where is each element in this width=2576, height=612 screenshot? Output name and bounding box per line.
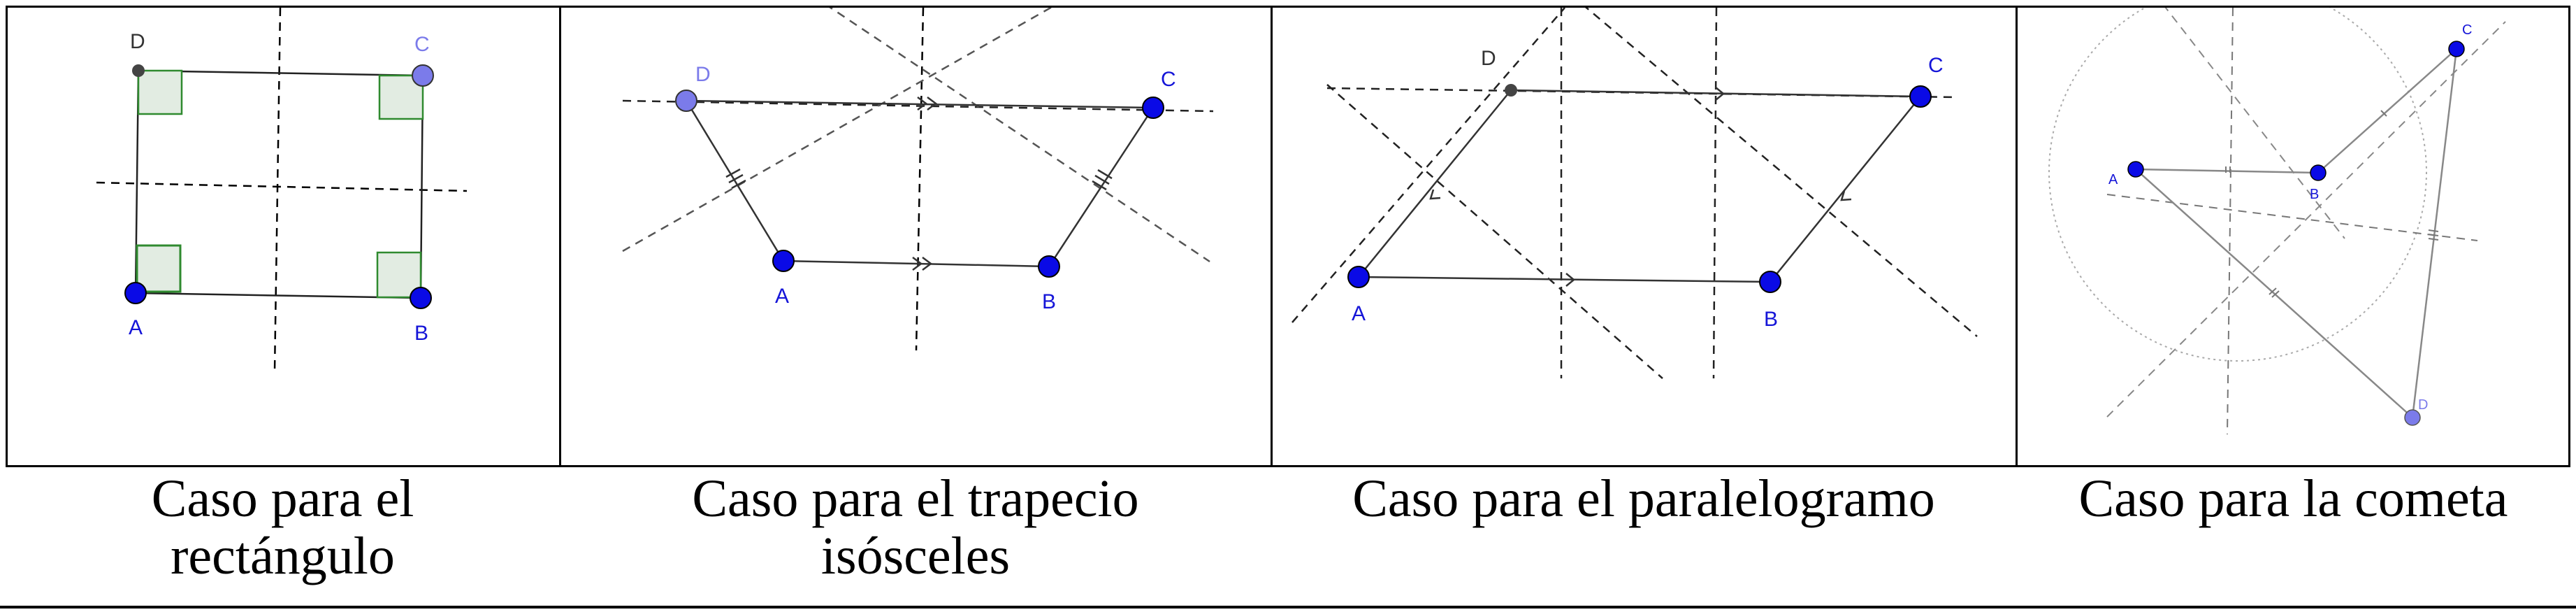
- vertex-label-b: B: [414, 322, 428, 345]
- point-b: [2310, 164, 2327, 181]
- vertex-label-a: A: [775, 285, 789, 308]
- cell-divider: [1271, 6, 1273, 467]
- vertex-label-d: D: [1481, 47, 1496, 70]
- point-c: [1142, 97, 1164, 119]
- caption-kite: Caso para la cometa: [2016, 470, 2570, 527]
- point-a: [124, 282, 147, 304]
- vertex-label-a: A: [129, 316, 143, 339]
- point-c: [2448, 41, 2465, 57]
- caption-line: Caso para la cometa: [2078, 469, 2508, 528]
- cell-divider: [559, 6, 561, 467]
- vertex-label-a: A: [1352, 302, 1366, 325]
- vertex-label-c: C: [1161, 68, 1176, 91]
- point-d: [675, 90, 697, 112]
- vertex-label-a: A: [2108, 172, 2118, 187]
- cell-divider: [2016, 6, 2018, 467]
- construction-circle: [2048, 8, 2427, 362]
- trapezoid-shape: [685, 100, 1155, 268]
- right-angle-mark-d: [137, 69, 183, 115]
- table-bottom-rule: [0, 606, 2576, 609]
- point-c: [412, 64, 434, 87]
- point-b: [1759, 271, 1781, 293]
- point-a: [2127, 161, 2144, 178]
- vertex-label-b: B: [2310, 187, 2319, 202]
- trapezoid-diagram: D C A B: [622, 8, 1214, 351]
- caption-line: Caso para el trapecio: [692, 469, 1139, 528]
- vertex-label-d: D: [695, 63, 711, 86]
- point-a: [1347, 266, 1370, 288]
- point-b: [1038, 255, 1060, 278]
- vertex-label-c: C: [414, 33, 430, 56]
- point-b: [410, 287, 432, 309]
- point-d: [2404, 409, 2421, 426]
- figure-cell-trapezoid: D C A B: [560, 6, 1271, 467]
- vertex-label-b: B: [1042, 290, 1056, 313]
- caption-line: Caso para el: [151, 469, 414, 528]
- point-a: [772, 250, 795, 272]
- figure-cell-kite: A B C D: [2016, 6, 2570, 467]
- vertex-label-c: C: [1928, 54, 1944, 77]
- caption-rectangle: Caso para el rectángulo: [6, 470, 560, 585]
- vertex-label-d: D: [2418, 397, 2428, 413]
- caption-line: Caso para el paralelogramo: [1352, 469, 1935, 528]
- caption-line: isósceles: [820, 527, 1011, 585]
- parallelogram-diagram: D C A B: [1291, 8, 1978, 379]
- figure-cell-parallelogram: D C A B: [1271, 6, 2016, 467]
- vertex-label-b: B: [1764, 308, 1778, 331]
- caption-parallelogram: Caso para el paralelogramo: [1271, 470, 2016, 527]
- kite-diagram: A B C D: [2048, 8, 2506, 435]
- vertex-label-c: C: [2462, 22, 2472, 38]
- point-c: [1909, 85, 1932, 108]
- cell-divider: [6, 6, 8, 467]
- right-angle-mark-a: [136, 244, 182, 293]
- point-d: [1505, 84, 1517, 97]
- caption-line: rectángulo: [171, 527, 395, 585]
- point-d: [132, 64, 145, 77]
- figure-cell-rectangle: D C A B: [6, 6, 560, 467]
- vertex-label-d: D: [130, 30, 145, 53]
- rectangle-diagram: D C A B: [96, 8, 468, 372]
- caption-trapezoid: Caso para el trapecio isósceles: [560, 470, 1271, 585]
